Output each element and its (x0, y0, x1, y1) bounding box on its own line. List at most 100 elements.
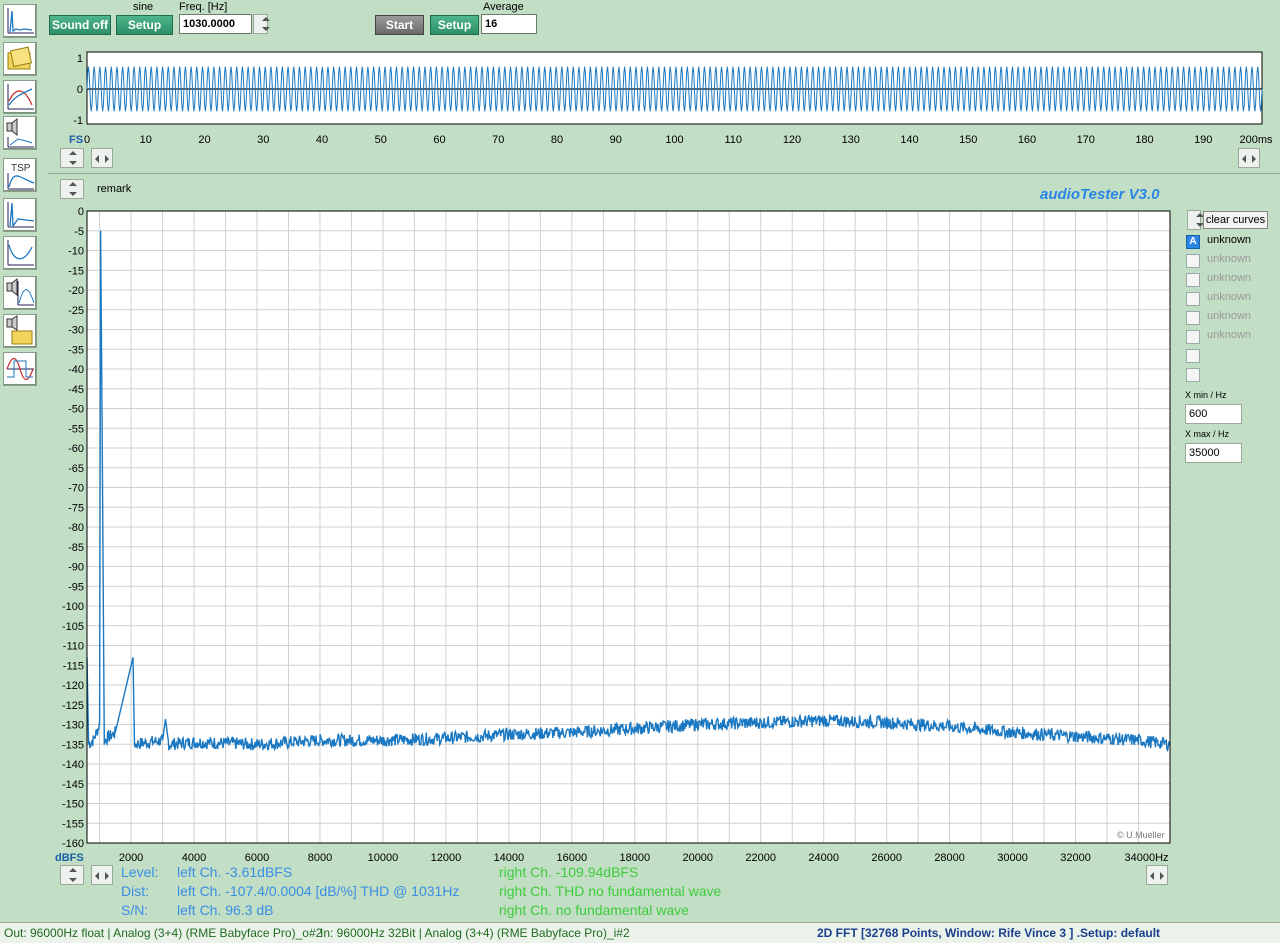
scope-x-tick: 20 (198, 134, 210, 146)
fft-y-tick: -20 (68, 285, 84, 297)
tsp-tool-button[interactable]: TSP (3, 158, 37, 192)
fft-x-zoom-spinner[interactable] (60, 865, 84, 885)
sound-off-button[interactable]: Sound off (49, 15, 111, 35)
frequency-spinner[interactable] (253, 14, 270, 34)
folder-tool-button[interactable] (3, 42, 37, 76)
fft-y-zoom-spinner[interactable] (60, 179, 84, 199)
scope-x-tick: 110 (724, 134, 742, 146)
fft-tool-button[interactable] (3, 4, 37, 38)
impulse-tool-button[interactable] (3, 198, 37, 232)
panel-divider (48, 173, 1280, 174)
scope-x-tick: 160 (1018, 134, 1036, 146)
scope-y-tick: 1 (77, 53, 83, 65)
fft-y-tick: -85 (68, 542, 84, 554)
scope-y-axis: 1 0 -1 (73, 53, 83, 127)
scope-x-tick: 100 (665, 134, 683, 146)
remark-label: remark (97, 183, 132, 195)
status-bar: Out: 96000Hz float | Analog (3+4) (RME B… (0, 922, 1280, 943)
fft-x-scroll-left[interactable] (91, 865, 113, 885)
curve-label: unknown (1207, 291, 1252, 303)
impedance-tool-button[interactable] (3, 236, 37, 270)
impedance-tool-icon (7, 240, 34, 266)
curve-checkbox[interactable] (1186, 368, 1200, 382)
oscilloscope-tool-button[interactable] (3, 352, 37, 386)
app-brand: audioTester V3.0 (1040, 186, 1160, 203)
scope-y-zoom-spinner[interactable] (60, 148, 84, 168)
fft-y-unit-label: dBFS (55, 852, 84, 864)
left-sn-value: left Ch. 96.3 dB (177, 902, 274, 918)
fft-x-tick: 14000 (494, 852, 525, 864)
status-output-device: Out: 96000Hz float | Analog (3+4) (RME B… (4, 926, 323, 940)
fft-y-tick: -130 (62, 720, 84, 732)
fft-y-tick: -150 (62, 799, 84, 811)
fft-x-tick: 4000 (182, 852, 206, 864)
speaker-measure-tool-icon (6, 117, 34, 148)
start-button[interactable]: Start (375, 15, 424, 35)
clear-curves-button[interactable]: clear curves (1203, 211, 1268, 229)
fft-x-axis: 2000 4000 6000 8000 10000 12000 14000 16000 1800… (119, 852, 1169, 864)
scope-y-tick: -1 (73, 115, 83, 127)
xmin-label: X min / Hz (1185, 390, 1227, 400)
generator-setup-button[interactable]: Setup (116, 15, 173, 35)
fft-y-tick: -40 (68, 364, 84, 376)
curve-label: unknown (1207, 329, 1252, 341)
scope-x-tick: 180 (1135, 134, 1153, 146)
signal-type-label: sine (133, 1, 154, 13)
curve-checkbox[interactable] (1186, 349, 1200, 363)
curve-checkbox[interactable] (1186, 311, 1200, 325)
fft-y-tick: -125 (62, 700, 84, 712)
fft-y-tick: -25 (68, 305, 84, 317)
fft-x-tick: 26000 (871, 852, 902, 864)
fft-y-tick: -100 (62, 601, 84, 613)
fft-y-tick: -35 (68, 344, 84, 356)
speaker-measure-tool-button[interactable] (3, 116, 37, 150)
scope-x-tick: 50 (375, 134, 387, 146)
curve-checkbox[interactable] (1186, 254, 1200, 268)
curve-label: unknown (1207, 272, 1252, 284)
level-label: Level: (121, 864, 159, 880)
scope-x-tick: 90 (610, 134, 622, 146)
scope-x-tick: 10 (140, 134, 152, 146)
frequency-response-tool-button[interactable] (3, 80, 37, 114)
fft-y-tick: -70 (68, 483, 84, 495)
fft-plot-frame (86, 210, 1171, 844)
average-input[interactable]: 16 (481, 14, 537, 34)
xmin-input[interactable]: 600 (1185, 404, 1242, 424)
curves-spinner[interactable] (1187, 210, 1204, 230)
fft-x-tick: 2000 (119, 852, 143, 864)
curve-label: unknown (1207, 253, 1252, 265)
curve-checkbox[interactable] (1186, 330, 1200, 344)
scope-panel: 10-1 0 10 20 30 40 50 60 70 80 90 100 110 120 130 140 1… (69, 51, 1273, 146)
impulse-tool-icon (7, 202, 35, 228)
scope-x-tick: 150 (959, 134, 977, 146)
left-dist-value: left Ch. -107.4/0.0004 [dB/%] THD @ 1031… (177, 883, 460, 899)
left-level-value: left Ch. -3.61dBFS (177, 864, 293, 880)
scope-x-scroll-left[interactable] (91, 148, 113, 168)
fft-y-tick: -75 (68, 502, 84, 514)
analyzer-setup-button[interactable]: Setup (430, 15, 479, 35)
speaker-folder-tool-button[interactable] (3, 314, 37, 348)
fft-y-tick: -95 (68, 581, 84, 593)
fft-x-tick: 12000 (431, 852, 462, 864)
speaker-response-tool-button[interactable] (3, 276, 37, 310)
fft-y-tick: -60 (68, 443, 84, 455)
fft-x-tick: 28000 (934, 852, 965, 864)
freq-label: Freq. [Hz] (179, 1, 228, 13)
tsp-tool-icon: TSP (7, 163, 35, 190)
folder-tool-icon (7, 46, 33, 70)
scope-signal-line (86, 66, 1263, 112)
scope-x-scroll-right[interactable] (1238, 148, 1260, 168)
xmax-input[interactable]: 35000 (1185, 443, 1242, 463)
curve-checkbox[interactable] (1186, 273, 1200, 287)
curve-label: unknown (1207, 310, 1252, 322)
curve-checkbox[interactable] (1186, 292, 1200, 306)
scope-x-tick: 200ms (1239, 134, 1273, 146)
scope-x-axis: 0 10 20 30 40 50 60 70 80 90 100 110 120 130 140 150 160… (84, 134, 1273, 146)
fft-x-scroll-right[interactable] (1146, 865, 1168, 885)
curve-checkbox[interactable]: A (1186, 235, 1200, 249)
scope-x-tick: 30 (257, 134, 269, 146)
fft-y-tick: -155 (62, 818, 84, 830)
fft-y-tick: -5 (74, 226, 84, 238)
fft-y-tick: -105 (62, 621, 84, 633)
frequency-input[interactable]: 1030.0000 (179, 14, 252, 34)
